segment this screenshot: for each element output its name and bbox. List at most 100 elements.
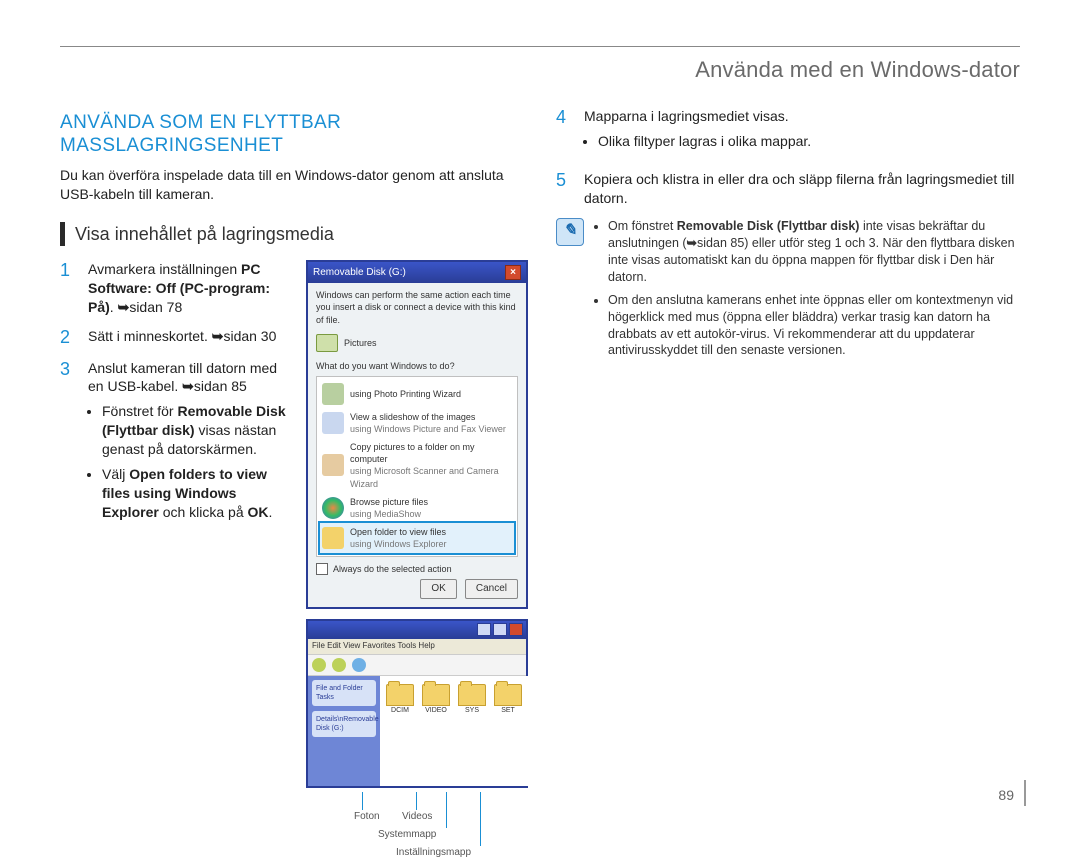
ok-button[interactable]: OK [420, 579, 456, 599]
dialog-titlebar: Removable Disk (G:) × [308, 262, 526, 283]
callout-videos: Videos [402, 810, 432, 824]
option-slideshow[interactable]: View a slideshow of the images using Win… [320, 408, 514, 438]
arrow-icon: ➥ [182, 378, 194, 394]
step-number: 2 [60, 327, 76, 349]
step-5: 5 Kopiera och klistra in eller dra och s… [556, 170, 1020, 208]
step-1: 1 Avmarkera inställningen PC Software: O… [60, 260, 292, 317]
close-icon[interactable] [509, 623, 523, 636]
always-label: Always do the selected action [333, 563, 452, 575]
explorer-callouts: Foton Videos Systemmapp Inställningsmapp [306, 792, 524, 864]
t: View a slideshow of the images [350, 411, 506, 423]
sidebar-panel-details: Details\nRemovable Disk (G:) [312, 711, 376, 737]
note-text: Om fönstret Removable Disk (Flyttbar dis… [594, 218, 1020, 365]
cancel-button[interactable]: Cancel [465, 579, 518, 599]
dialog-title: Removable Disk (G:) [313, 266, 406, 280]
explorer-sidebar: File and Folder Tasks Details\nRemovable… [308, 676, 380, 786]
explorer-main: DCIM VIDEO SYS SET [380, 676, 528, 786]
back-icon[interactable] [312, 658, 326, 672]
step-2-ref: sidan 30 [223, 328, 276, 344]
t: using Microsoft Scanner and Camera Wizar… [350, 465, 512, 489]
arrow-icon: ➥ [118, 299, 130, 315]
folder-icon [386, 684, 414, 706]
option-label: Copy pictures to a folder on my computer… [350, 441, 512, 490]
step-4-text: Mapparna i lagringsmediet visas. Olika f… [584, 107, 1020, 161]
dialog-message: Windows can perform the same action each… [316, 289, 518, 325]
t: . [269, 504, 273, 520]
folder-item[interactable]: DCIM [384, 684, 416, 778]
autoplay-options: using Photo Printing Wizard View a slide… [316, 376, 518, 557]
t: Mapparna i lagringsmediet visas. [584, 108, 789, 124]
arrow-icon: ➥ [212, 328, 224, 344]
t: Copy pictures to a folder on my computer [350, 441, 512, 465]
always-checkbox-row[interactable]: Always do the selected action [316, 563, 518, 575]
callout-line [362, 792, 363, 810]
close-icon[interactable]: × [505, 265, 521, 280]
autoplay-dialog: Removable Disk (G:) × Windows can perfor… [306, 260, 528, 609]
maximize-icon[interactable] [493, 623, 507, 636]
folder-item[interactable]: SYS [456, 684, 488, 778]
callout-foton: Foton [354, 810, 380, 824]
note-box: ✎ Om fönstret Removable Disk (Flyttbar d… [556, 218, 1020, 365]
folder-icon [458, 684, 486, 706]
pictures-icon [316, 334, 338, 352]
step-5-text: Kopiera och klistra in eller dra och slä… [584, 170, 1020, 208]
two-column-layout: ANVÄNDA SOM EN FLYTTBAR MASSLAGRINGSENHE… [60, 107, 1020, 864]
step-2: 2 Sätt i minneskortet. ➥sidan 30 [60, 327, 292, 349]
pictures-label: Pictures [344, 337, 377, 349]
step-4: 4 Mapparna i lagringsmediet visas. Olika… [556, 107, 1020, 161]
note-item-2: Om den anslutna kamerans enhet inte öppn… [608, 292, 1020, 360]
folder-label: DCIM [391, 706, 409, 715]
t: och klicka på [159, 504, 248, 520]
step-3-bullets: Fönstret för Removable Disk (Flyttbar di… [88, 402, 292, 521]
option-open-folder[interactable]: Open folder to view files using Windows … [320, 523, 514, 553]
dialog-body: Windows can perform the same action each… [308, 283, 526, 607]
slideshow-icon [322, 412, 344, 434]
folder-label: SET [501, 706, 515, 715]
note-icon: ✎ [556, 218, 584, 246]
checkbox-icon[interactable] [316, 563, 328, 575]
t: using MediaShow [350, 508, 428, 520]
step-number: 1 [60, 260, 76, 317]
option-print[interactable]: using Photo Printing Wizard [320, 380, 514, 408]
manual-page: Använda med en Windows-dator ANVÄNDA SOM… [0, 0, 1080, 825]
callout-installningsmapp: Inställningsmapp [396, 846, 471, 860]
explorer-titlebar [308, 621, 526, 639]
folder-item[interactable]: SET [492, 684, 524, 778]
folder-icon [494, 684, 522, 706]
folder-item[interactable]: VIDEO [420, 684, 452, 778]
t: using Windows Picture and Fax Viewer [350, 423, 506, 435]
minimize-icon[interactable] [477, 623, 491, 636]
header-rule [60, 46, 1020, 47]
t: using Windows Explorer [350, 538, 447, 550]
option-label: Browse picture files using MediaShow [350, 496, 428, 520]
option-label: View a slideshow of the images using Win… [350, 411, 506, 435]
option-browse[interactable]: Browse picture files using MediaShow [320, 493, 514, 523]
step-2-pre: Sätt i minneskortet. [88, 328, 212, 344]
step-3-ref: sidan 85 [194, 378, 247, 394]
option-copy[interactable]: Copy pictures to a folder on my computer… [320, 438, 514, 493]
up-icon[interactable] [352, 658, 366, 672]
step-number: 3 [60, 359, 76, 532]
explorer-window: File Edit View Favorites Tools Help File… [306, 619, 528, 788]
dialog-prompt: What do you want Windows to do? [316, 360, 518, 372]
t: Om fönstret [608, 219, 677, 233]
screenshot-column: Removable Disk (G:) × Windows can perfor… [306, 260, 524, 863]
callout-line [446, 792, 447, 828]
forward-icon[interactable] [332, 658, 346, 672]
right-column: 4 Mapparna i lagringsmediet visas. Olika… [556, 107, 1020, 864]
callout-line [416, 792, 417, 810]
explorer-menubar[interactable]: File Edit View Favorites Tools Help [308, 639, 526, 655]
t: sidan 85 [697, 236, 744, 250]
steps-and-images: 1 Avmarkera inställningen PC Software: O… [60, 260, 524, 863]
section-lead: Du kan överföra inspelade data till en W… [60, 166, 524, 204]
step-1-post: . [110, 299, 118, 315]
step-1-pre: Avmarkera inställningen [88, 261, 241, 277]
copy-icon [322, 454, 344, 476]
t: Välj [102, 466, 129, 482]
mediashow-icon [322, 497, 344, 519]
option-label: Open folder to view files using Windows … [350, 526, 447, 550]
callout-systemmapp: Systemmapp [378, 828, 436, 842]
t: Browse picture files [350, 496, 428, 508]
step-number: 5 [556, 170, 572, 208]
step-3-bullet-2: Välj Open folders to view files using Wi… [102, 465, 292, 522]
